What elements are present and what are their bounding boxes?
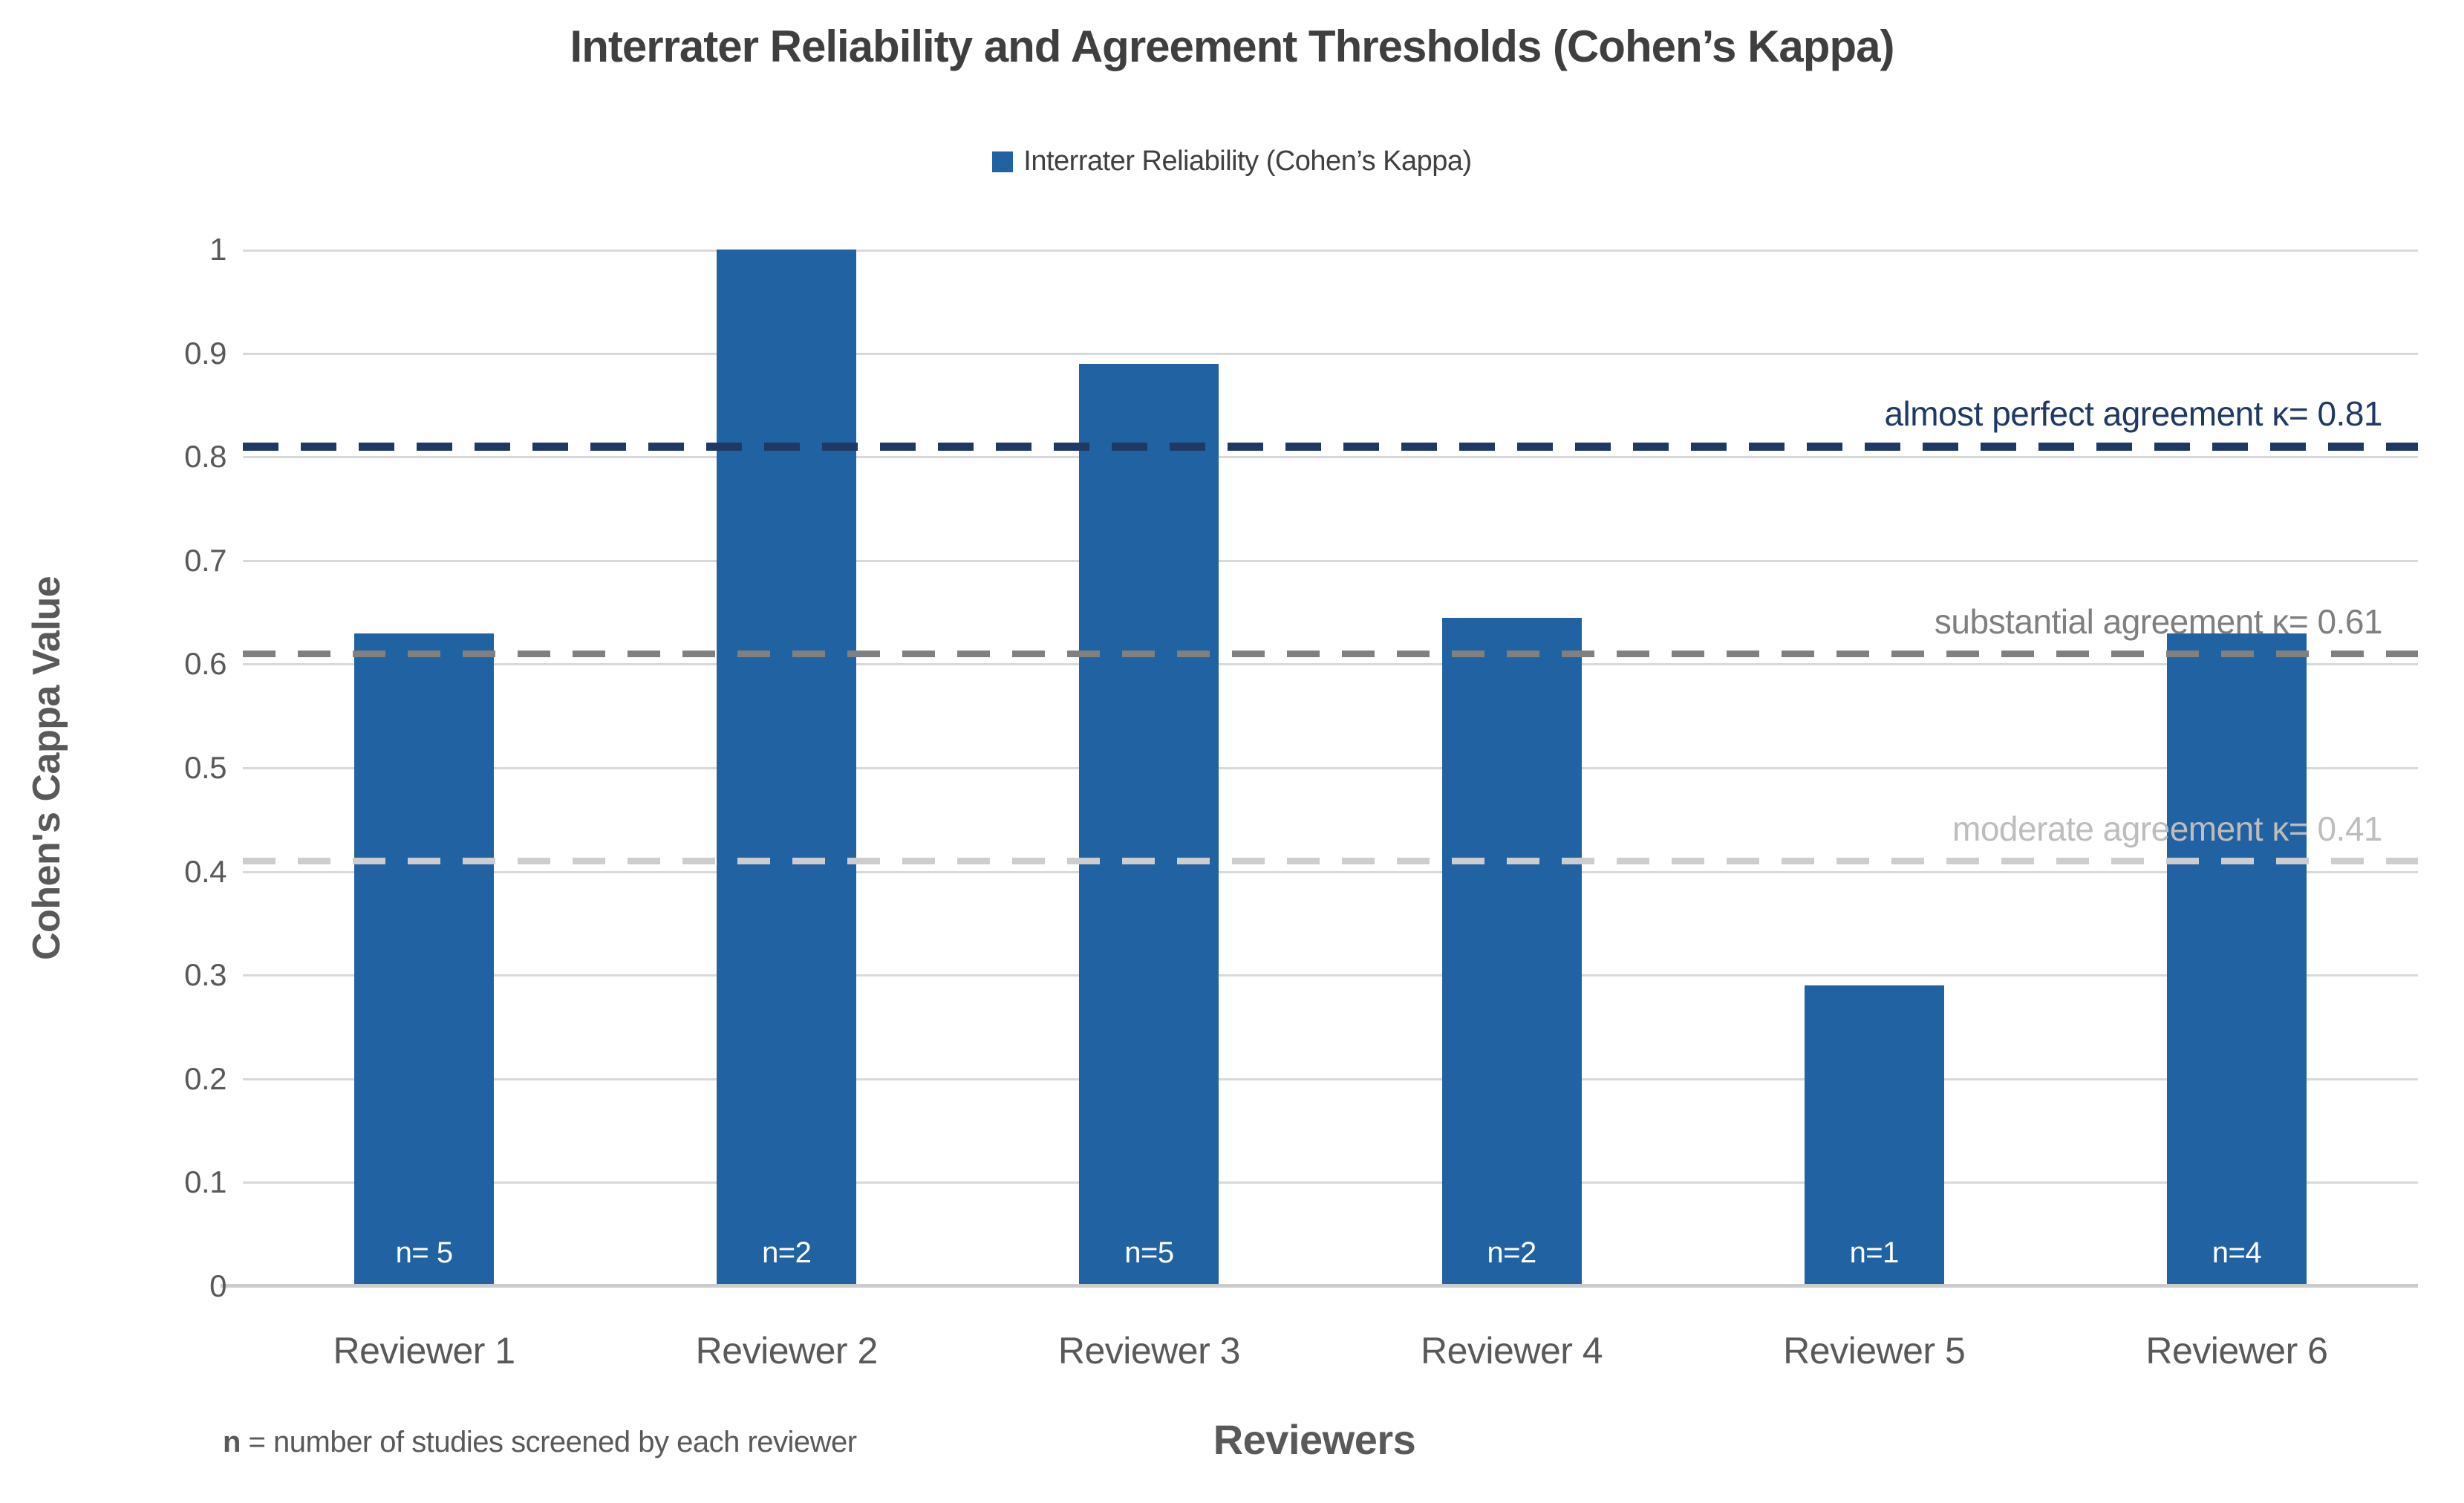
y-tick-label-0.5: 0.5 [184,750,226,785]
bar-reviewer-5: n=1 [1804,985,1944,1286]
threshold-line-0.41 [243,858,2418,865]
threshold-label-0.61: substantial agreement κ= 0.61 [1934,601,2383,641]
bar-reviewer-6: n=4 [2166,633,2307,1286]
gridline-y-0.3 [243,974,2418,977]
gridline-y-0.2 [243,1077,2418,1080]
threshold-label-0.41: moderate agreement κ= 0.41 [1952,809,2382,849]
bar-n-label: n=2 [762,1236,812,1269]
x-category-label-1: Reviewer 1 [333,1330,516,1372]
y-tick-label-0.3: 0.3 [184,957,226,993]
y-tick-label-0.6: 0.6 [184,646,226,682]
gridline-y-0.6 [243,663,2418,666]
legend-swatch-icon [992,151,1014,172]
threshold-line-0.81 [243,442,2418,451]
y-tick-label-0: 0 [209,1268,226,1303]
y-tick-label-0.7: 0.7 [184,542,226,578]
bar-n-label: n= 5 [395,1236,453,1269]
x-category-label-6: Reviewer 6 [2145,1330,2328,1372]
bar-reviewer-2: n=2 [717,250,857,1286]
y-tick-label-0.8: 0.8 [184,439,226,475]
footnote-n: n [223,1426,241,1458]
x-axis-title: Reviewers [1213,1416,1416,1463]
gridline-y-0.9 [243,352,2418,355]
x-category-label-5: Reviewer 5 [1783,1330,1966,1372]
legend-label: Interrater Reliability (Cohen’s Kappa) [1023,146,1472,177]
x-category-label-3: Reviewer 3 [1057,1330,1241,1372]
y-tick-label-0.9: 0.9 [184,335,226,371]
gridline-y-1 [243,250,2418,252]
y-tick-label-0.4: 0.4 [184,853,226,889]
gridline-y-0.8 [243,456,2418,459]
gridline-y-0.4 [243,870,2418,873]
gridline-y-0.1 [243,1181,2418,1184]
chart-title: Interrater Reliability and Agreement Thr… [570,22,1895,71]
x-category-label-2: Reviewer 2 [695,1330,879,1372]
bar-n-label: n=2 [1487,1236,1536,1269]
bar-n-label: n=4 [2212,1236,2262,1269]
bar-reviewer-4: n=2 [1441,617,1582,1286]
x-axis-line [221,1284,2418,1288]
gridline-y-0.7 [243,559,2418,562]
threshold-line-0.61 [243,650,2418,657]
threshold-label-0.81: almost perfect agreement κ= 0.81 [1884,394,2382,433]
plot-area: n= 5 n=2 n=5 n=2 n=1 n=4 almost perfect agreem… [243,250,2418,1286]
gridline-y-0.5 [243,767,2418,769]
y-tick-label-1: 1 [209,232,226,267]
bar-n-label: n=5 [1124,1236,1174,1269]
bar-n-label: n=1 [1849,1236,1900,1269]
x-category-label-4: Reviewer 4 [1421,1330,1603,1372]
footnote: n = number of studies screened by each r… [223,1426,857,1459]
y-tick-label-0.2: 0.2 [184,1060,226,1096]
footnote-text: = number of studies screened by each rev… [240,1426,858,1458]
bar-reviewer-1: n= 5 [354,633,495,1286]
legend: Interrater Reliability (Cohen’s Kappa) [0,146,2464,177]
bar-reviewer-3: n=5 [1079,363,1219,1286]
y-tick-label-0.1: 0.1 [184,1164,226,1200]
